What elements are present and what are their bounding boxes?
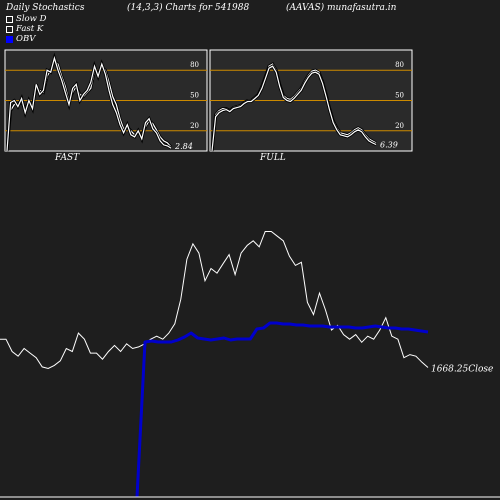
legend-label: Slow D (16, 14, 47, 24)
full-tick-label: 50 (395, 92, 404, 100)
legend-label: Fast K (16, 24, 44, 34)
fast-value-label: 2.84 (174, 142, 193, 151)
full-series-line-fast-k (211, 65, 377, 152)
legend-item-obv: OBV (6, 34, 46, 44)
price-close-line (0, 231, 429, 370)
fast-k-swatch-icon (6, 25, 13, 33)
chart-title-left: Daily Stochastics (6, 3, 85, 13)
legend-label: OBV (16, 34, 36, 44)
legend-item-slow-d: Slow D (6, 14, 46, 24)
fast-tick-label: 80 (190, 61, 199, 69)
legend: Slow D Fast K OBV (6, 14, 46, 44)
fast-tick-label: 50 (190, 92, 199, 100)
full-value-label: 6.39 (380, 141, 398, 150)
chart-title-right: (AAVAS) munafasutra.in (286, 3, 397, 13)
legend-item-fast-k: Fast K (6, 24, 46, 34)
slow-d-swatch-icon (6, 15, 13, 23)
chart-title-middle: (14,3,3) Charts for 541988 (127, 3, 250, 13)
full-tick-label: 80 (395, 61, 404, 69)
fast-tick-label: 20 (190, 122, 199, 130)
close-value-label: 1668.25Close (431, 364, 493, 374)
full-tick-label: 20 (395, 122, 404, 130)
fast-panel-label: FAST (55, 153, 80, 163)
full-panel-label: FULL (260, 153, 286, 163)
obv-swatch-icon (6, 35, 13, 43)
obv-line (135, 321, 429, 498)
fast-series-line-fast-k (6, 55, 172, 152)
